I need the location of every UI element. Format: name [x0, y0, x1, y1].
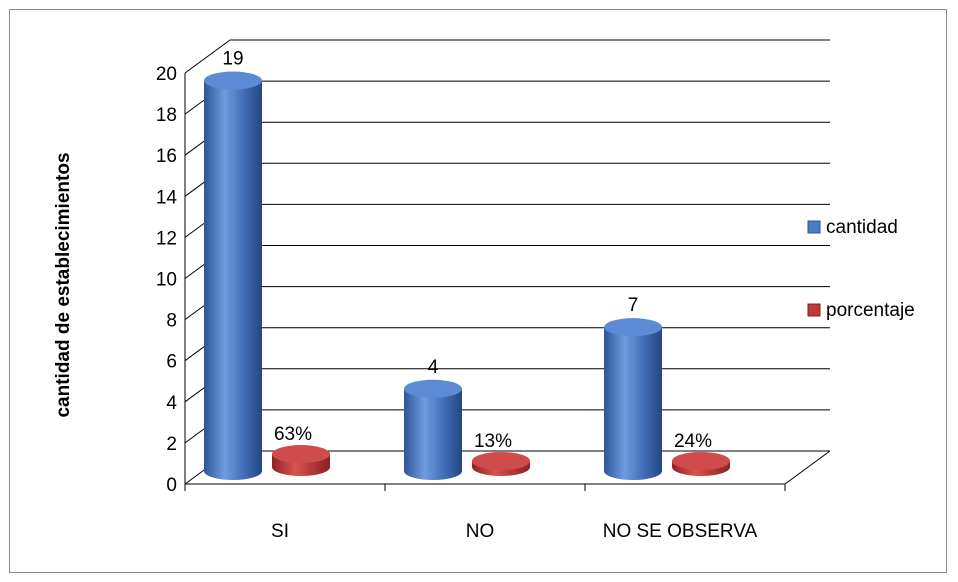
x-tick-label: SI	[271, 521, 289, 542]
bar-top-cantidad	[404, 379, 462, 398]
axes: 0 2 4 6 8 10 12 14 16 18 20 SI NO NO SE OBSERVA	[156, 64, 786, 542]
bar-top-porcentaje	[272, 445, 330, 464]
y-tick-label: 4	[166, 393, 177, 414]
bar-top-porcentaje	[672, 452, 730, 470]
y-tick-label: 6	[166, 352, 177, 373]
bar-top-cantidad	[204, 71, 262, 90]
y-axis-label: cantidad de establecimientos	[53, 152, 74, 417]
grid-diagonal	[184, 39, 231, 74]
x-tick-label: NO SE OBSERVA	[603, 521, 758, 542]
data-label-porcentaje: 13%	[474, 431, 512, 452]
x-tick-label: NO	[466, 521, 495, 542]
y-tick-label: 16	[156, 146, 177, 167]
y-tick-label: 12	[156, 228, 177, 249]
chart-frame	[9, 9, 947, 573]
bar-top-porcentaje	[472, 452, 530, 470]
legend-swatch-porcentaje	[807, 303, 821, 317]
legend: cantidad porcentaje	[807, 217, 915, 321]
data-label-porcentaje: 24%	[674, 431, 712, 452]
data-labels: 19 4 7 63% 13% 24%	[222, 49, 712, 452]
y-tick-label: 2	[166, 434, 177, 455]
y-tick-label: 0	[166, 475, 177, 496]
bar-cantidad	[404, 388, 462, 480]
y-tick-label: 10	[156, 270, 177, 291]
y-tick-label: 14	[156, 187, 178, 208]
bar-top-cantidad	[604, 318, 662, 337]
legend-swatch-cantidad	[807, 220, 821, 234]
legend-label-porcentaje: porcentaje	[826, 300, 915, 321]
y-tick-label: 20	[156, 64, 177, 85]
y-tick-label: 8	[166, 311, 177, 332]
data-label-cantidad: 19	[222, 49, 243, 70]
data-label-porcentaje: 63%	[274, 424, 312, 445]
y-tick-label: 18	[156, 105, 177, 126]
data-label-cantidad: 4	[428, 357, 439, 378]
bar-cantidad	[604, 327, 662, 480]
bars	[204, 71, 730, 481]
legend-label-cantidad: cantidad	[826, 217, 898, 238]
data-label-cantidad: 7	[628, 295, 639, 316]
gridlines	[184, 39, 831, 485]
bar-cantidad	[204, 80, 262, 481]
